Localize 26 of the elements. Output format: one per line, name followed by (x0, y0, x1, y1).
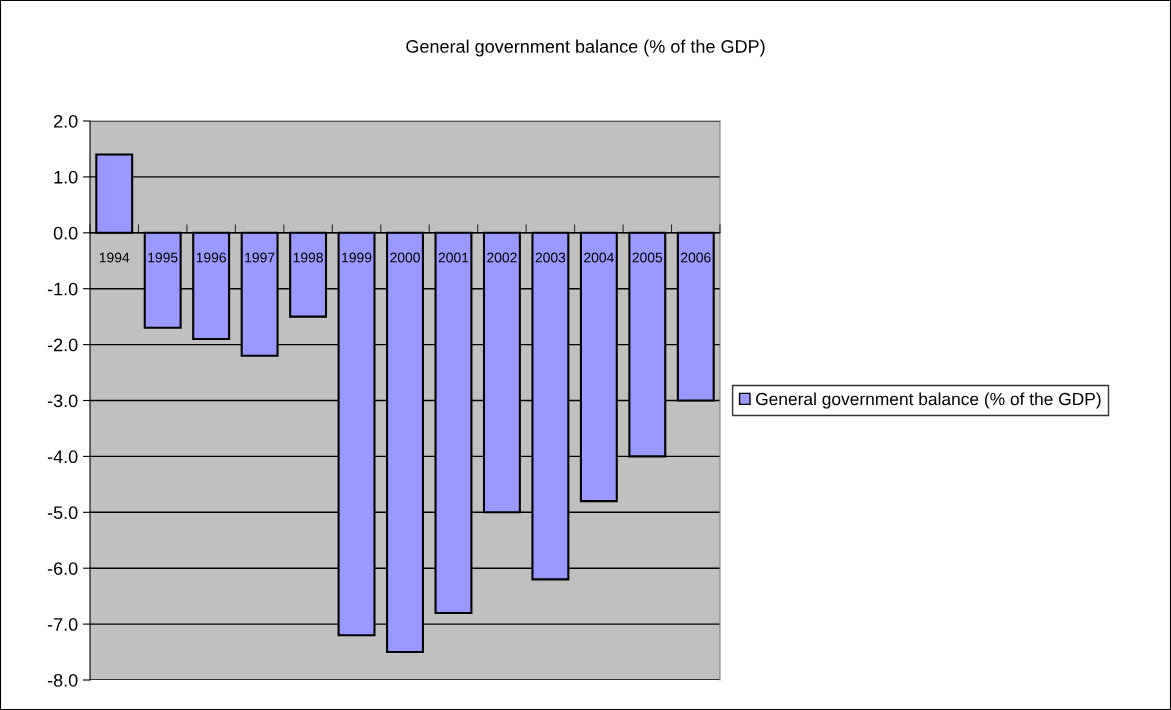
y-tick-label: -3.0 (47, 394, 78, 408)
y-tick-label: -1.0 (47, 282, 78, 296)
y-tick-label: -7.0 (47, 618, 78, 631)
y-tick-label: -8.0 (47, 673, 78, 687)
legend-label: General government balance (% of the GDP) (756, 392, 1101, 409)
x-tick-label: 1995 (148, 252, 178, 263)
x-tick-label: 1996 (196, 252, 226, 263)
x-tick-label: 1994 (99, 252, 130, 263)
y-tick-label: -6.0 (47, 562, 78, 575)
y-tick-label: -2.0 (47, 338, 78, 352)
x-tick-label: 2001 (438, 252, 469, 263)
x-tick-label: 1999 (342, 252, 372, 263)
chart-title: General government balance (% of the GDP) (406, 39, 765, 57)
x-tick-label: 2002 (487, 252, 517, 263)
y-tick-label: 2.0 (54, 114, 78, 128)
x-tick-label: 2003 (535, 252, 566, 263)
x-tick-label: 2004 (584, 252, 614, 263)
x-tick-label: 2006 (681, 252, 711, 263)
y-tick-label: 0.0 (53, 226, 78, 240)
y-tick-label: -4.0 (47, 450, 78, 464)
x-tick-label: 1997 (245, 252, 275, 263)
x-tick-label: 1998 (293, 252, 323, 263)
x-tick-label: 2000 (390, 252, 420, 263)
y-tick-label: -5.0 (47, 506, 78, 520)
y-tick-label: 1.0 (54, 170, 78, 184)
x-tick-label: 2005 (632, 252, 663, 263)
